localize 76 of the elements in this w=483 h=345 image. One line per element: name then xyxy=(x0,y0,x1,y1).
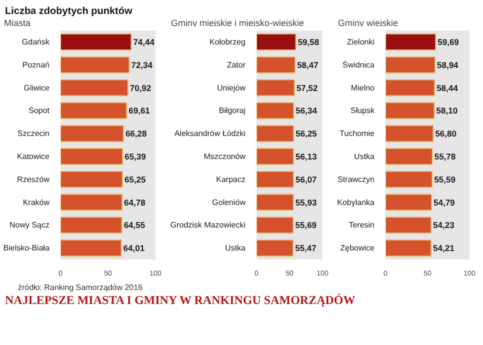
y-tick-label: Kobylanka xyxy=(337,198,376,207)
data-label: 56,34 xyxy=(296,106,318,116)
data-label: 55,69 xyxy=(295,220,317,230)
data-label: 64,78 xyxy=(124,197,146,208)
y-tick-label: Biłgoraj xyxy=(218,106,246,116)
bar xyxy=(60,33,132,50)
y-tick-label: Mielno xyxy=(350,83,376,92)
data-label: 56,25 xyxy=(296,128,318,139)
y-tick-label: Grodzisk Mazowiecki xyxy=(170,220,246,230)
y-tick-label: Kołobrzeg xyxy=(209,37,246,46)
y-tick-label: Ustka xyxy=(354,152,376,161)
data-label: 58,47 xyxy=(297,60,319,70)
bar xyxy=(60,240,122,257)
data-label: 55,78 xyxy=(434,151,456,162)
data-label: 56,13 xyxy=(296,151,318,162)
text: źródło: Ranking Samorządów 2016 xyxy=(18,283,143,292)
y-tick-label: Mszczonów xyxy=(204,152,246,161)
data-label: 64,55 xyxy=(124,220,146,230)
text: NAJLEPSZE MIASTA I GMINY W RANKINGU SAMORZĄDÓW xyxy=(5,293,356,307)
y-tick-label: Nowy Sącz xyxy=(9,220,50,230)
y-tick-label: Zębowice xyxy=(340,244,376,253)
y-tick-label: Słupsk xyxy=(350,106,376,116)
y-tick-label: Zielonki xyxy=(346,37,375,46)
bar xyxy=(60,148,124,165)
data-label: 58,10 xyxy=(436,106,458,116)
y-tick-label: Gliwice xyxy=(24,83,50,92)
bar xyxy=(60,170,123,188)
bar xyxy=(60,102,128,120)
y-tick-label: Rzeszów xyxy=(17,174,50,184)
bar xyxy=(60,216,122,234)
bar xyxy=(60,125,124,142)
data-label: 56,07 xyxy=(296,174,318,184)
y-tick-label: Kraków xyxy=(22,198,50,207)
data-label: 69,61 xyxy=(128,106,150,116)
y-tick-label: Sopot xyxy=(28,106,50,116)
data-label: 65,25 xyxy=(124,174,146,184)
y-tick-label: Teresin xyxy=(348,220,375,230)
chart-subtitle: Miasta xyxy=(4,18,31,28)
bar xyxy=(60,79,128,96)
data-label: 54,79 xyxy=(434,197,456,208)
y-tick-label: Świdnica xyxy=(342,59,376,70)
data-label: 55,59 xyxy=(434,174,456,184)
data-label: 65,39 xyxy=(124,151,146,162)
chart-title: Liczba zdobytych punktów xyxy=(5,6,132,17)
data-label: 55,93 xyxy=(295,197,317,208)
y-tick-label: Bielsko-Biała xyxy=(3,244,50,253)
data-label: 72,34 xyxy=(131,60,153,70)
y-tick-label: Uniejów xyxy=(217,83,246,92)
data-label: 56,80 xyxy=(435,128,457,139)
data-label: 74,44 xyxy=(133,36,155,47)
bar xyxy=(60,56,130,74)
data-label: 58,94 xyxy=(437,60,459,70)
chart-subtitle: Gminy wiejskie xyxy=(338,18,398,28)
y-tick-label: Szczecin xyxy=(17,129,50,138)
y-tick-label: Goleniów xyxy=(212,198,246,207)
y-tick-label: Ustka xyxy=(225,244,246,253)
data-label: 70,92 xyxy=(130,82,152,93)
y-tick-label: Gdańsk xyxy=(22,37,50,46)
data-label: 57,52 xyxy=(296,82,318,93)
y-tick-label: Katowice xyxy=(17,152,50,161)
data-label: 59,58 xyxy=(298,36,320,47)
y-tick-label: Tuchomie xyxy=(340,129,376,138)
data-label: 54,21 xyxy=(433,243,455,254)
chart-subtitle: Gminy miejskie i miejsko-wiejskie xyxy=(171,18,304,28)
data-label: 64,01 xyxy=(123,243,145,254)
y-tick-label: Zator xyxy=(226,60,246,70)
bar xyxy=(60,194,123,211)
y-tick-label: Strawczyn xyxy=(338,174,375,184)
y-tick-label: Aleksandrów Łódzki xyxy=(174,129,246,138)
y-tick-label: Poznań xyxy=(22,60,50,70)
data-label: 54,23 xyxy=(433,220,455,230)
y-tick-label: Karpacz xyxy=(216,174,246,184)
data-label: 58,44 xyxy=(436,82,458,93)
data-label: 59,69 xyxy=(438,36,460,47)
data-label: 55,47 xyxy=(295,243,317,254)
data-label: 66,28 xyxy=(125,128,148,139)
